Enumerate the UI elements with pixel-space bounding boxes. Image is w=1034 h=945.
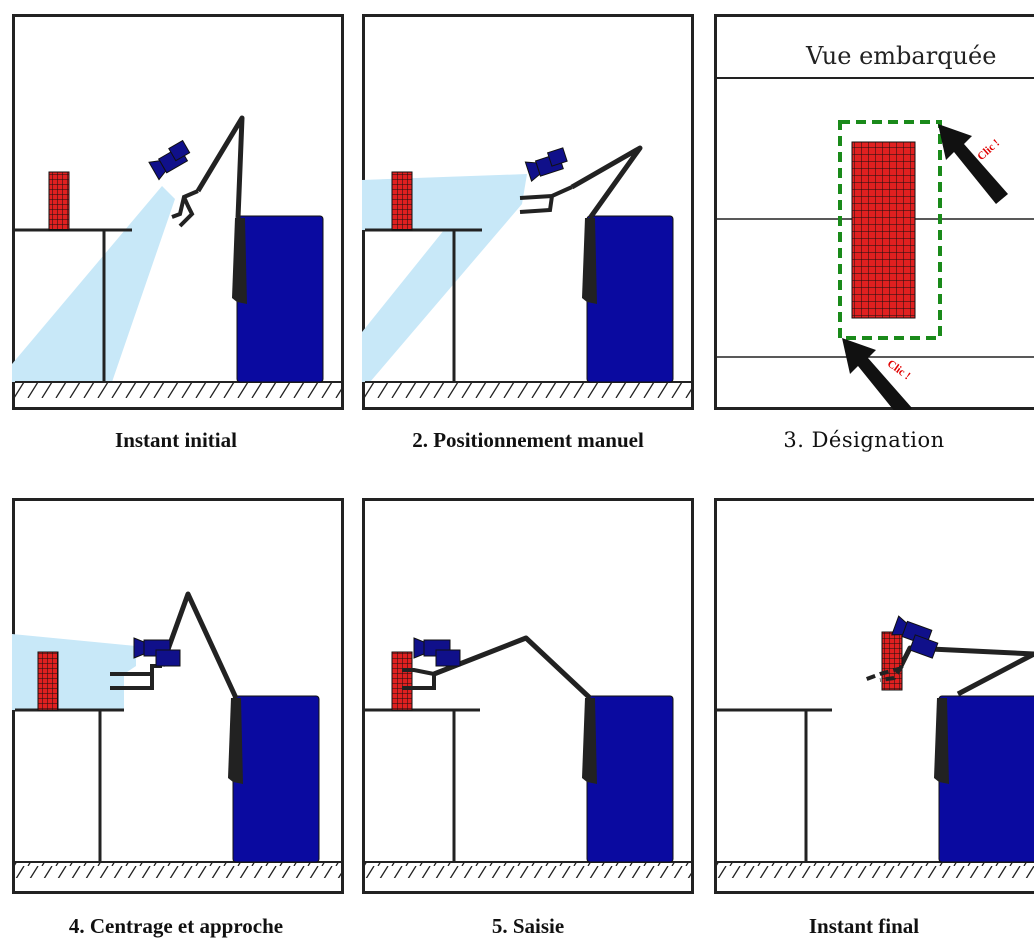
robot-mount	[228, 698, 243, 784]
camera-icon	[148, 139, 191, 181]
panel-designation	[714, 14, 1034, 410]
robot-arm	[159, 591, 239, 700]
camera-icon	[133, 637, 181, 667]
light-cone	[12, 186, 175, 382]
panel-saisie	[362, 498, 694, 894]
robot-arm	[433, 635, 592, 700]
target-object	[391, 651, 413, 711]
panel-instant-initial	[12, 14, 344, 410]
camera-icon	[413, 637, 461, 667]
floor-hatch	[15, 862, 341, 878]
target-object	[851, 141, 916, 319]
robot-arm	[195, 115, 245, 219]
robot-arm	[897, 645, 1034, 697]
camera-icon	[891, 615, 939, 659]
robot-mount	[934, 698, 949, 784]
camera-icon	[524, 147, 568, 182]
gripper	[171, 189, 199, 228]
robot-mount	[582, 698, 597, 784]
robot-mount	[582, 218, 597, 304]
target-object	[881, 631, 903, 691]
cursor-arrow-icon	[938, 124, 1008, 204]
caption-instant-final: Instant final	[808, 914, 920, 938]
robot-base	[236, 215, 324, 383]
caption-designation: 3. Désignation	[783, 428, 945, 452]
cursor-arrow-icon	[842, 338, 912, 410]
target-object	[48, 171, 70, 231]
target-object	[37, 651, 59, 711]
panel-instant-final	[714, 498, 1034, 894]
robot-base	[938, 695, 1034, 863]
floor-hatch	[717, 862, 1034, 878]
robot-base	[232, 695, 320, 863]
target-object	[391, 171, 413, 231]
gripper	[519, 185, 573, 214]
gripper	[863, 664, 904, 682]
caption-instant-initial: Instant initial	[115, 428, 237, 452]
onboard-view-title: Vue embarquée	[806, 42, 997, 70]
floor-hatch	[15, 382, 341, 398]
panel-positionnement-manuel	[362, 14, 694, 410]
gripper	[402, 668, 436, 690]
caption-saisie: 5. Saisie	[491, 914, 565, 938]
caption-positionnement-manuel: 2. Positionnement manuel	[412, 428, 644, 452]
robot-base	[586, 215, 674, 383]
robot-arm	[570, 145, 643, 220]
robot-base	[586, 695, 674, 863]
selection-box	[838, 120, 942, 340]
floor-hatch	[365, 382, 691, 398]
robot-mount	[232, 218, 247, 304]
panel-centrage-approche	[12, 498, 344, 894]
caption-centrage-approche: 4. Centrage et approche	[68, 914, 284, 938]
floor-hatch	[365, 862, 691, 878]
